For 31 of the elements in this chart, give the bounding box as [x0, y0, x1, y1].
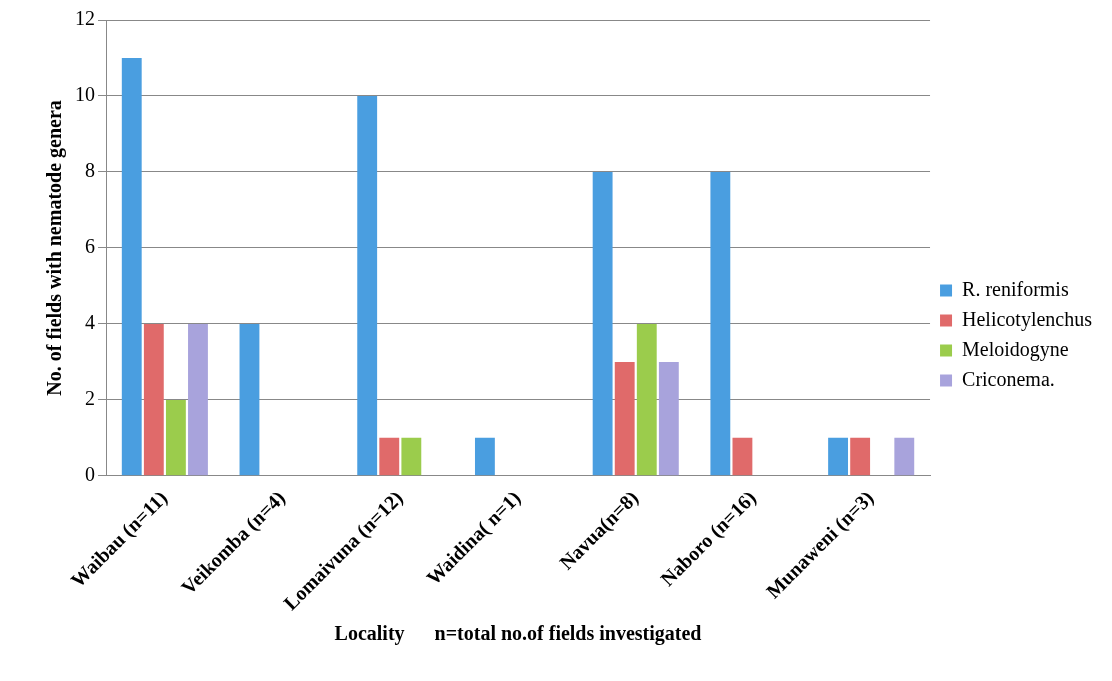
- bar: [474, 437, 495, 476]
- x-axis-title: Locality n=total no.of fields investigated: [334, 622, 702, 646]
- y-tick-label: 0: [85, 463, 95, 486]
- y-axis-title: No. of fields with nematode genera: [43, 100, 67, 396]
- bar: [239, 323, 260, 476]
- legend-label: Meloidogyne: [962, 337, 1069, 361]
- bar: [614, 361, 635, 476]
- bar: [143, 323, 164, 476]
- y-tick-label: 6: [85, 235, 95, 258]
- bar: [894, 437, 915, 476]
- bar: [658, 361, 679, 476]
- bar: [592, 171, 613, 476]
- legend-label: Helicotylenchus: [962, 307, 1093, 331]
- y-tick-label: 10: [75, 83, 95, 106]
- bar: [828, 437, 848, 476]
- bar: [188, 323, 208, 476]
- bar: [357, 95, 378, 476]
- y-tick-label: 8: [85, 159, 95, 182]
- y-tick-label: 2: [85, 387, 95, 410]
- bar: [165, 399, 186, 476]
- bar: [710, 171, 731, 476]
- y-tick-label: 12: [75, 7, 95, 30]
- bar: [379, 437, 400, 476]
- legend-label: Criconema.: [962, 367, 1055, 390]
- y-tick-label: 4: [85, 311, 95, 334]
- bar: [636, 323, 657, 476]
- bar: [732, 437, 753, 476]
- bar: [121, 57, 142, 476]
- legend-label: R. reniformis: [962, 277, 1069, 300]
- bar: [401, 437, 422, 476]
- bar: [850, 437, 871, 476]
